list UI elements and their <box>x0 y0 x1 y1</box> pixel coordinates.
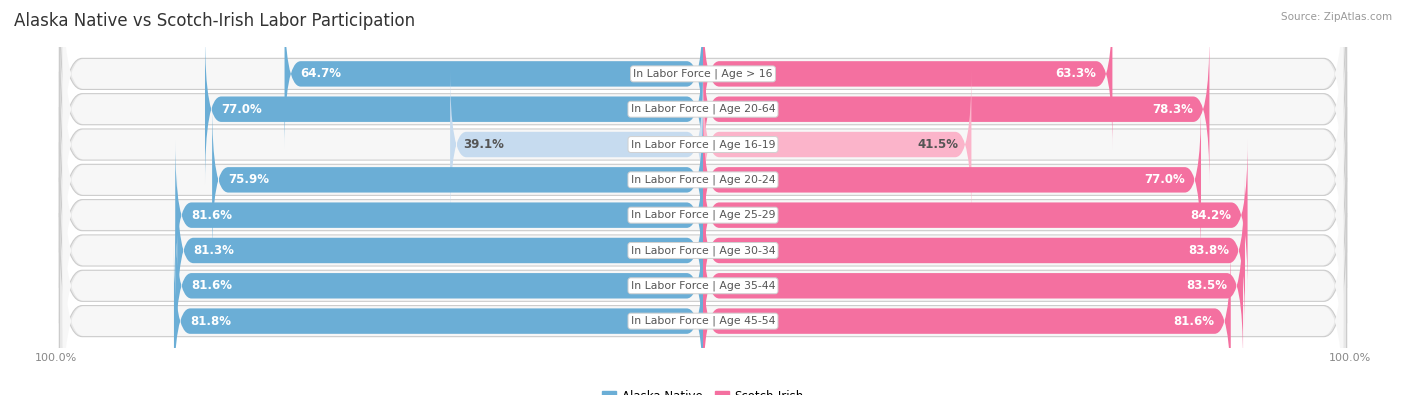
Text: 41.5%: 41.5% <box>918 138 959 151</box>
Text: 75.9%: 75.9% <box>228 173 270 186</box>
FancyBboxPatch shape <box>59 72 1347 288</box>
FancyBboxPatch shape <box>703 69 972 220</box>
Text: 64.7%: 64.7% <box>301 68 342 81</box>
Text: In Labor Force | Age 35-44: In Labor Force | Age 35-44 <box>631 280 775 291</box>
Text: Source: ZipAtlas.com: Source: ZipAtlas.com <box>1281 12 1392 22</box>
Text: In Labor Force | Age 45-54: In Labor Force | Age 45-54 <box>631 316 775 326</box>
FancyBboxPatch shape <box>59 178 1347 394</box>
FancyBboxPatch shape <box>59 107 1347 323</box>
Text: Alaska Native vs Scotch-Irish Labor Participation: Alaska Native vs Scotch-Irish Labor Part… <box>14 12 415 30</box>
FancyBboxPatch shape <box>177 175 703 326</box>
FancyBboxPatch shape <box>205 34 703 185</box>
FancyBboxPatch shape <box>212 104 703 256</box>
Text: In Labor Force | Age 20-24: In Labor Force | Age 20-24 <box>631 175 775 185</box>
Text: 83.8%: 83.8% <box>1188 244 1229 257</box>
Text: 81.3%: 81.3% <box>194 244 235 257</box>
FancyBboxPatch shape <box>63 117 1343 313</box>
Legend: Alaska Native, Scotch-Irish: Alaska Native, Scotch-Irish <box>598 385 808 395</box>
Text: In Labor Force | Age 16-19: In Labor Force | Age 16-19 <box>631 139 775 150</box>
FancyBboxPatch shape <box>284 0 703 149</box>
FancyBboxPatch shape <box>63 0 1343 172</box>
FancyBboxPatch shape <box>703 0 1112 149</box>
FancyBboxPatch shape <box>174 246 703 395</box>
FancyBboxPatch shape <box>176 139 703 291</box>
Text: 84.2%: 84.2% <box>1191 209 1232 222</box>
Text: 81.6%: 81.6% <box>191 209 232 222</box>
FancyBboxPatch shape <box>59 143 1347 359</box>
FancyBboxPatch shape <box>63 82 1343 278</box>
FancyBboxPatch shape <box>63 46 1343 243</box>
Text: In Labor Force | Age > 16: In Labor Force | Age > 16 <box>633 69 773 79</box>
FancyBboxPatch shape <box>63 188 1343 384</box>
FancyBboxPatch shape <box>59 0 1347 182</box>
FancyBboxPatch shape <box>703 210 1243 361</box>
Text: 78.3%: 78.3% <box>1153 103 1194 116</box>
FancyBboxPatch shape <box>176 210 703 361</box>
Text: 77.0%: 77.0% <box>221 103 262 116</box>
FancyBboxPatch shape <box>703 175 1244 326</box>
FancyBboxPatch shape <box>59 1 1347 217</box>
Text: 63.3%: 63.3% <box>1056 68 1097 81</box>
Text: 39.1%: 39.1% <box>463 138 503 151</box>
FancyBboxPatch shape <box>703 104 1201 256</box>
Text: 81.6%: 81.6% <box>1174 314 1215 327</box>
FancyBboxPatch shape <box>450 69 703 220</box>
FancyBboxPatch shape <box>63 11 1343 207</box>
FancyBboxPatch shape <box>63 152 1343 349</box>
FancyBboxPatch shape <box>59 36 1347 252</box>
Text: In Labor Force | Age 20-64: In Labor Force | Age 20-64 <box>631 104 775 115</box>
Text: In Labor Force | Age 25-29: In Labor Force | Age 25-29 <box>631 210 775 220</box>
Text: 81.8%: 81.8% <box>190 314 231 327</box>
FancyBboxPatch shape <box>63 223 1343 395</box>
Text: 77.0%: 77.0% <box>1144 173 1185 186</box>
FancyBboxPatch shape <box>703 34 1209 185</box>
Text: 83.5%: 83.5% <box>1185 279 1227 292</box>
FancyBboxPatch shape <box>703 246 1230 395</box>
FancyBboxPatch shape <box>59 213 1347 395</box>
Text: 81.6%: 81.6% <box>191 279 232 292</box>
Text: In Labor Force | Age 30-34: In Labor Force | Age 30-34 <box>631 245 775 256</box>
FancyBboxPatch shape <box>703 139 1247 291</box>
